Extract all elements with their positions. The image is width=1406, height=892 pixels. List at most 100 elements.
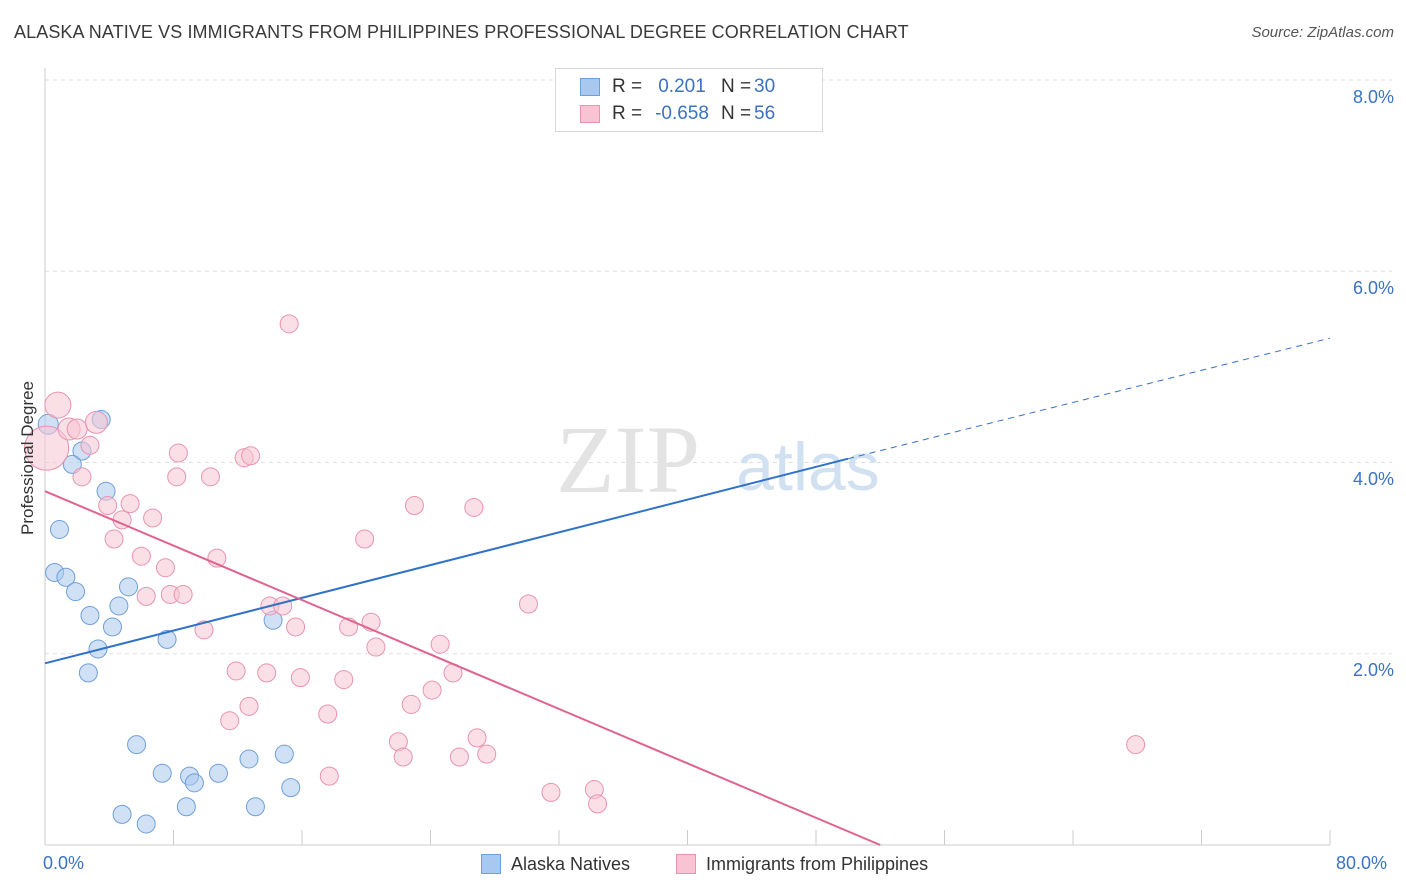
y-tick-6: 6.0% [1352, 278, 1394, 298]
philippines-point [173, 584, 193, 604]
alaska-point [66, 582, 86, 602]
legend-r-label: R = [612, 103, 643, 124]
alaska-point [281, 778, 301, 798]
philippines-point [393, 747, 413, 767]
philippines-point [104, 529, 124, 549]
philippines-point [355, 529, 375, 549]
philippines-point [168, 443, 188, 463]
alaska-point [274, 744, 294, 764]
watermark-atlas: atlas [736, 429, 880, 505]
philippines-point [98, 496, 118, 516]
philippines-point [84, 410, 108, 434]
philippines-point [241, 446, 261, 466]
alaska-point [184, 773, 204, 793]
philippines-point [541, 782, 561, 802]
philippines-point [404, 496, 424, 516]
philippines-point [588, 794, 608, 814]
philippines-point [136, 586, 156, 606]
philippines-point [44, 391, 72, 419]
alaska-point [109, 596, 129, 616]
philippines-point [279, 314, 299, 334]
trend-lines [44, 337, 1331, 846]
philippines-point [167, 467, 187, 487]
alaska-point [127, 735, 147, 755]
bottom-legend-label-alaska: Alaska Natives [511, 853, 631, 874]
philippines-point [366, 637, 386, 657]
alaska-point [119, 577, 139, 597]
x-tick-min: 0.0% [43, 853, 85, 873]
bottom-legend-philippines: Immigrants from Philippines [676, 852, 928, 876]
x-tick-max: 80.0% [1336, 853, 1388, 873]
philippines-point [290, 668, 310, 688]
legend-n-label: N = [720, 76, 752, 97]
legend-r-value: -0.658 [655, 103, 709, 124]
philippines-point [467, 728, 487, 748]
legend-n-value: 56 [754, 103, 776, 124]
philippines-point [257, 663, 277, 683]
alaska-point [208, 763, 228, 783]
philippines-point [286, 617, 306, 637]
source-label: Source: ZipAtlas.com [1251, 24, 1394, 41]
alaska-trend-extension [848, 337, 1331, 460]
philippines-point [72, 467, 92, 487]
philippines-point [220, 711, 240, 731]
y-tick-8: 8.0% [1352, 87, 1394, 107]
philippines-point [131, 546, 151, 566]
alaska-point [56, 567, 76, 587]
legend-n-label: N = [720, 103, 752, 124]
philippines-point [80, 435, 100, 455]
legend-row-alaska: R = 0.201 N = 30 [580, 75, 775, 99]
philippines-point [66, 418, 88, 440]
y-axis-label: Professional Degree [18, 380, 37, 536]
legend-r-value: 0.201 [658, 76, 706, 97]
alaska-point [136, 814, 156, 834]
alaska-point [49, 519, 69, 539]
alaska-trend-line [44, 457, 849, 665]
legend-r-label: R = [612, 76, 643, 97]
philippines-point [143, 508, 163, 528]
philippines-point [1126, 735, 1146, 755]
philippines-point [194, 620, 214, 640]
philippines-point [422, 680, 442, 700]
philippines-point [477, 744, 497, 764]
bottom-legend-swatch-philippines [676, 854, 696, 874]
bottom-legend-alaska: Alaska Natives [481, 852, 630, 876]
legend-swatch-alaska [580, 78, 600, 96]
philippines-point [273, 596, 293, 616]
philippines-point [24, 425, 70, 471]
philippines-point [318, 704, 338, 724]
data-points [24, 99, 1146, 834]
philippines-point [430, 634, 450, 654]
watermark-zip: ZIP [556, 406, 700, 513]
philippines-point [449, 747, 469, 767]
legend-swatch-philippines [580, 105, 600, 123]
alaska-point [80, 606, 100, 625]
alaska-point [157, 629, 177, 649]
philippines-point [120, 494, 140, 514]
alaska-point [176, 797, 196, 817]
bottom-legend-label-philippines: Immigrants from Philippines [706, 853, 929, 874]
philippines-point [334, 670, 354, 690]
alaska-point [78, 663, 98, 683]
alaska-point [102, 617, 122, 637]
legend-n-value: 30 [754, 76, 776, 97]
philippines-point [518, 594, 538, 614]
philippines-point [155, 558, 175, 578]
philippines-point [226, 661, 246, 681]
alaska-point [112, 804, 132, 824]
bottom-legend-swatch-alaska [481, 854, 501, 874]
chart-title: ALASKA NATIVE VS IMMIGRANTS FROM PHILIPP… [14, 22, 909, 42]
philippines-trend-line [44, 490, 881, 846]
alaska-point [239, 749, 259, 769]
legend-row-philippines: R = -0.658 N = 56 [580, 102, 775, 126]
grid-lines [45, 79, 1392, 655]
y-tick-2: 2.0% [1352, 660, 1394, 680]
alaska-point [245, 797, 265, 817]
watermark: ZIP atlas [556, 406, 880, 513]
philippines-point [200, 467, 220, 487]
philippines-point [464, 497, 484, 517]
philippines-point [239, 696, 259, 716]
correlation-legend: R = 0.201 N = 30 R = -0.658 N = 56 [555, 68, 823, 132]
philippines-point [319, 766, 339, 786]
